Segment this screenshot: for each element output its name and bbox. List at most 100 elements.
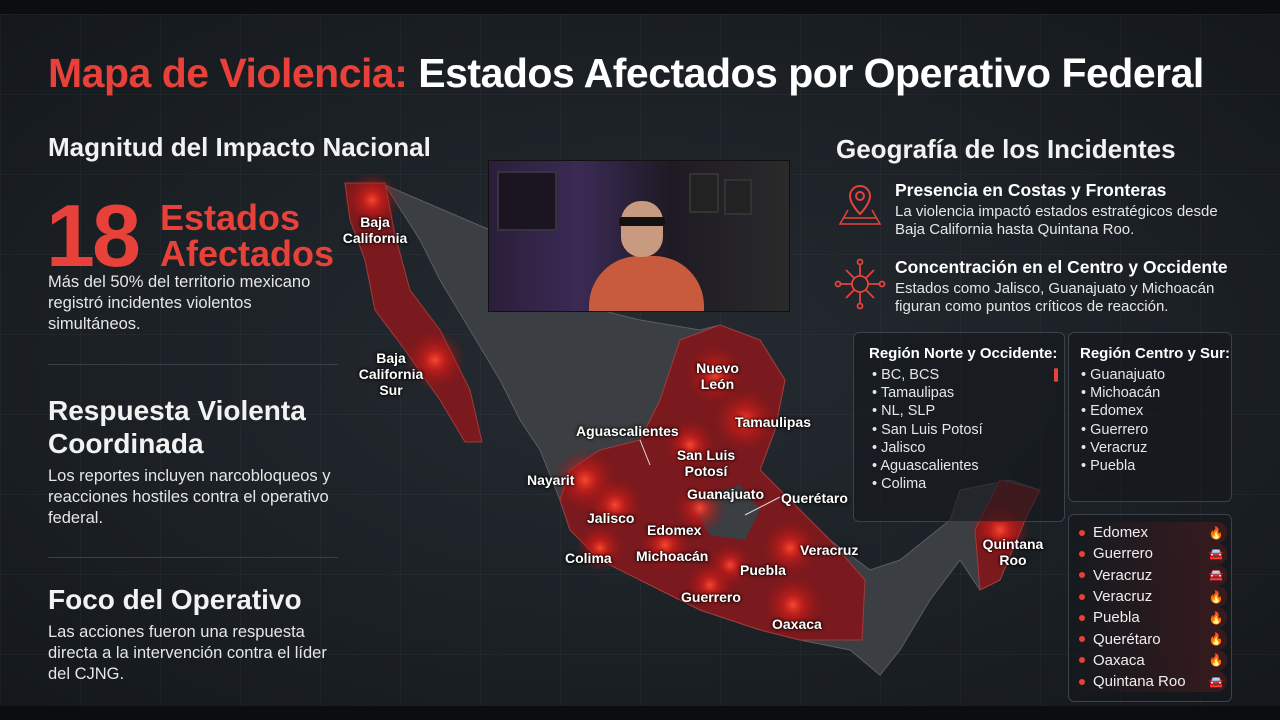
incident-state: Guerrero [1093,545,1154,563]
map-label-aguascalientes: Aguascalientes [576,423,679,439]
leader-line-queretaro [744,496,781,516]
incident-state: Oaxaca [1093,651,1145,669]
presenter-head [621,201,663,257]
region-item: Veracruz [1081,439,1231,457]
respuesta-heading-1: Respuesta Violenta [48,395,306,426]
geo-item-2-text: Estados como Jalisco, Guanajuato y Micho… [895,280,1215,315]
map-label-puebla: Puebla [740,562,786,578]
section-heading-respuesta: Respuesta Violenta Coordinada [48,394,306,460]
geo-item-2-title: Concentración en el Centro y Occidente [895,257,1228,277]
incident-list-panel: Edomex 🔥 Guerrero 🚘 Veracruz 🚘 Veracruz 🔥 Pu… [1068,514,1232,702]
incident-row: Oaxaca 🔥 [1073,649,1227,672]
affected-count-label: Estados Afectados [160,200,334,272]
geo-item-1-title: Presencia en Costas y Fronteras [895,180,1167,200]
respuesta-text: Los reportes incluyen narcobloqueos y re… [48,467,331,527]
incident-row: Puebla 🔥 [1073,607,1227,629]
region-title: Región Norte y Occidente: [869,345,1058,362]
fire-icon: 🔥 [1208,653,1224,668]
section-heading-magnitud: Magnitud del Impacto Nacional [48,132,431,162]
wall-frame [497,171,557,231]
affected-count: 18 [46,186,141,285]
region-panel-norte: Región Norte y Occidente: BC, BCS Tamaul… [853,332,1065,522]
fire-icon: 🔥 [1208,632,1224,647]
map-pin-icon [838,184,882,225]
leader-line-aguascalientes [639,439,651,466]
map-label-baja-california: Baja California [342,214,408,246]
map-label-guerrero: Guerrero [681,589,741,605]
map-label-queretaro: Querétaro [781,490,848,506]
divider [48,364,338,365]
incident-row: Edomex 🔥 [1073,522,1227,544]
fire-icon: 🔥 [1208,589,1224,604]
bullet-dot [1079,636,1085,643]
region-item: Puebla [1081,457,1231,475]
region-item: San Luis Potosí [872,421,1064,439]
map-label-jalisco: Jalisco [587,510,635,526]
bullet-dot [1079,572,1085,579]
network-hub-icon [834,258,886,310]
map-label-michoacan: Michoacán [636,548,709,564]
infographic-slide: Mapa de Violencia: Estados Afectados por… [0,14,1280,706]
incident-row: Veracruz 🚘 [1073,564,1227,586]
incident-state: Veracruz [1093,588,1153,606]
region-panel-centro: Región Centro y Sur: Guanajuato Michoacá… [1068,332,1232,502]
bullet-dot [1079,593,1085,600]
divider [48,557,338,558]
accent-marker [1054,368,1058,382]
fire-icon: 🔥 [1208,610,1224,625]
region-item: Tamaulipas [872,384,1064,402]
geo-item-1-text: La violencia impactó estados estratégico… [895,203,1218,238]
bullet-dot [1079,529,1085,536]
foco-text: Las acciones fueron una respuesta direct… [48,623,327,683]
map-label-guanajuato: Guanajuato [687,486,765,502]
map-label-tamaulipas: Tamaulipas [735,414,811,430]
map-label-baja-california-sur: Baja California Sur [358,350,424,398]
incident-state: Veracruz [1093,566,1153,584]
incident-glows [344,172,1030,635]
count-label-line2: Afectados [160,233,335,274]
map-label-nayarit: Nayarit [527,472,575,488]
wall-frame [689,173,719,213]
section-heading-geografia: Geografía de los Incidentes [836,134,1176,164]
map-label-oaxaca: Oaxaca [772,616,822,632]
bullet-dot [1079,657,1085,664]
incident-state: Puebla [1093,609,1140,627]
page-title: Mapa de Violencia: Estados Afectados por… [48,50,1204,97]
incident-row: Querétaro 🔥 [1073,628,1227,650]
burning-car-icon: 🚘 [1208,568,1224,583]
region-item: NL, SLP [872,402,1064,420]
map-label-quintana-roo: Quintana Roo [982,536,1044,568]
map-label-nuevo-leon: Nuevo León [696,360,739,392]
title-highlight: Mapa de Violencia: [48,50,408,96]
section-heading-foco: Foco del Operativo [48,584,302,615]
bullet-dot [1079,678,1085,685]
region-item: Colima [872,475,1064,493]
bullet-dot [1079,550,1085,557]
map-label-edomex: Edomex [647,522,702,538]
wall-frame [724,179,752,215]
map-label-colima: Colima [565,550,612,566]
burning-car-icon: 🚘 [1208,674,1224,689]
title-rest: Estados Afectados por Operativo Federal [418,50,1204,96]
map-label-veracruz: Veracruz [800,542,859,558]
presenter-glasses [619,217,665,226]
region-item: Guerrero [1081,421,1231,439]
map-label-san-luis-potosi: San Luis Potosí [676,447,736,479]
region-item: Edomex [1081,402,1231,420]
region-list: BC, BCS Tamaulipas NL, SLP San Luis Poto… [872,366,1064,493]
presenter-body [589,256,704,311]
respuesta-heading-2: Coordinada [48,428,204,459]
incident-state: Edomex [1093,524,1149,542]
burning-car-icon: 🚘 [1208,546,1224,561]
magnitud-text: Más del 50% del territorio mexicano regi… [48,273,311,333]
region-item: Michoacán [1081,384,1231,402]
bullet-dot [1079,614,1085,621]
fire-icon: 🔥 [1208,525,1224,540]
region-item: BC, BCS [872,366,1064,384]
region-item: Aguascalientes [872,457,1064,475]
incident-row: Veracruz 🔥 [1073,585,1227,608]
incident-state: Quintana Roo [1093,673,1186,691]
region-item: Jalisco [872,439,1064,457]
incident-row: Quintana Roo 🚘 [1073,671,1227,693]
incident-row: Guerrero 🚘 [1073,543,1227,565]
